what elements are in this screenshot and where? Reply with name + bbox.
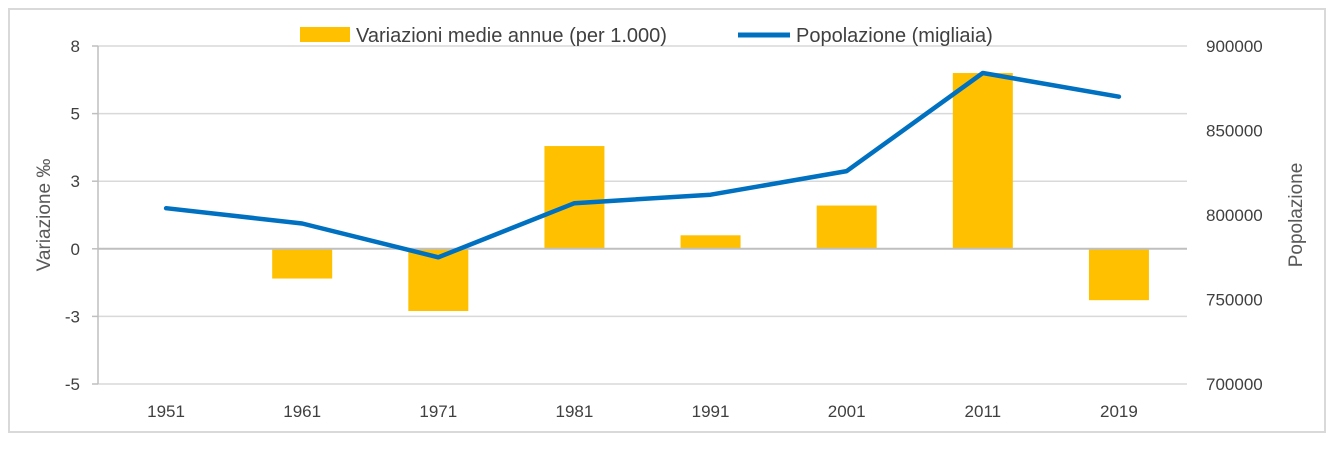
left-axis-title: Variazione ‰ — [34, 159, 55, 272]
right-tick-label: 850000 — [1206, 122, 1263, 141]
right-tick-label: 900000 — [1206, 37, 1263, 56]
x-tick-label: 1971 — [419, 402, 457, 421]
left-tick-label: 8 — [71, 37, 80, 56]
left-tick-label: -5 — [65, 375, 80, 394]
right-axis-ticks: 700000 750000 800000 850000 900000 — [1206, 37, 1263, 394]
bar-2019 — [1088, 248, 1149, 301]
right-axis-title: Popolazione — [1286, 163, 1307, 268]
x-tick-label: 2001 — [828, 402, 866, 421]
right-tick-label: 800000 — [1206, 206, 1263, 225]
legend-line-label: Popolazione (migliaia) — [796, 25, 993, 47]
grid — [92, 45, 1187, 385]
x-tick-label: 1961 — [283, 402, 321, 421]
left-tick-label: 5 — [71, 105, 80, 124]
right-tick-label: 700000 — [1206, 375, 1263, 394]
bar-1991 — [680, 235, 741, 249]
bar-2011 — [952, 73, 1013, 249]
x-tick-label: 2011 — [965, 402, 1002, 421]
bar-1981 — [544, 146, 605, 249]
legend: Variazioni medie annue (per 1.000) Popol… — [300, 25, 993, 47]
right-tick-label: 750000 — [1206, 291, 1263, 310]
left-axis-ticks: -5 -3 0 3 5 8 — [65, 37, 80, 394]
line-series — [163, 70, 1122, 260]
x-tick-label: 1981 — [556, 402, 594, 421]
x-tick-label: 1951 — [147, 402, 185, 421]
left-tick-label: 3 — [71, 172, 80, 191]
legend-bar-swatch — [300, 27, 350, 42]
bar-2001 — [816, 205, 877, 249]
x-axis-ticks: 1951 1961 1971 1981 1991 2001 2011 2019 — [147, 402, 1138, 421]
legend-bar-label: Variazioni medie annue (per 1.000) — [356, 25, 667, 47]
bars — [272, 73, 1149, 311]
left-tick-label: 0 — [71, 240, 80, 259]
left-tick-label: -3 — [65, 307, 80, 326]
chart-frame — [8, 8, 1326, 433]
x-tick-label: 2019 — [1100, 402, 1138, 421]
bar-1961 — [272, 248, 333, 279]
x-tick-label: 1991 — [692, 402, 730, 421]
population-line — [163, 70, 1122, 260]
